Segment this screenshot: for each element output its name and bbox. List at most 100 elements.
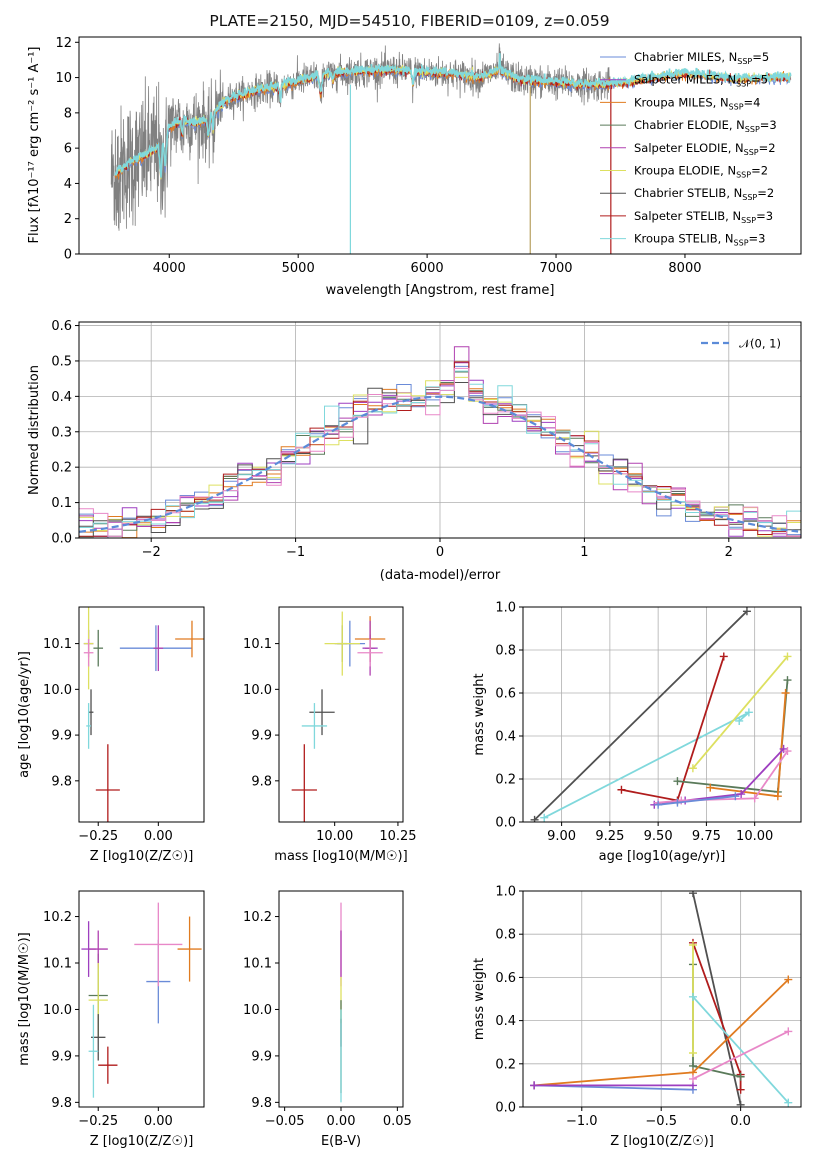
y-tick-label: 9.9 bbox=[251, 729, 272, 744]
errorbar-plot bbox=[83, 607, 204, 822]
y-axis-label: mass [log10(M/M☉)] bbox=[17, 932, 32, 1065]
x-tick-label: 9.00 bbox=[547, 829, 576, 844]
legend-label: Salpeter ELODIE, NSSP=2 bbox=[634, 141, 776, 157]
x-axis-label: mass [log10(M/M☉)] bbox=[274, 849, 407, 864]
weight-line bbox=[692, 655, 789, 769]
x-tick-label: 9.75 bbox=[692, 829, 721, 844]
weight-marker bbox=[781, 689, 790, 697]
model-spectrum-line bbox=[114, 59, 792, 175]
y-tick-label: 9.8 bbox=[251, 1096, 272, 1111]
axes-age_vs_mass: 10.00 10.25 9.8 9.9 10.0 10.1 mass [log10(M/M☉… bbox=[243, 606, 417, 864]
legend-label: Chabrier ELODIE, NSSP=3 bbox=[634, 118, 777, 134]
weight-line bbox=[710, 692, 787, 798]
weight-plot bbox=[530, 891, 793, 1107]
histogram-step bbox=[79, 370, 801, 537]
axes-frame bbox=[78, 36, 802, 255]
errorbar-plot bbox=[291, 611, 386, 822]
y-tick-label: 10.1 bbox=[243, 637, 272, 652]
weight-marker bbox=[744, 708, 753, 717]
spectrum-plot bbox=[110, 43, 792, 254]
y-tick-label: 0.4 bbox=[495, 1014, 516, 1029]
y-tick-label: 0.4 bbox=[51, 390, 72, 405]
x-tick-label: −1 bbox=[286, 545, 305, 560]
y-axis-label: age [log10(age/yr)] bbox=[17, 651, 32, 778]
errorbar-plot bbox=[81, 902, 202, 1098]
weight-marker bbox=[540, 813, 549, 822]
weight-marker bbox=[688, 1074, 697, 1083]
weight-marker bbox=[737, 790, 746, 799]
y-tick-label: 9.9 bbox=[51, 729, 72, 744]
weight-marker bbox=[530, 1081, 539, 1090]
y-tick-label: 8 bbox=[64, 106, 72, 121]
weight-marker bbox=[688, 891, 697, 898]
axes-weight_vs_Z: −1.0 −0.5 0.0 0.0 0.2 0.4 0.6 0.8 1.0 Z [log10(Z/… bbox=[472, 885, 802, 1149]
y-tick-label: 0.2 bbox=[495, 1057, 516, 1072]
x-tick-label: 9.25 bbox=[595, 829, 624, 844]
y-tick-label: 10.0 bbox=[43, 683, 72, 698]
y-tick-label: 1.0 bbox=[495, 885, 516, 900]
legend-label: Chabrier MILES, NSSP=5 bbox=[634, 50, 769, 66]
histogram-plot bbox=[79, 346, 801, 538]
weight-marker bbox=[736, 1072, 745, 1081]
y-tick-label: 9.9 bbox=[251, 1049, 272, 1064]
x-axis-label: E(B-V) bbox=[321, 1134, 361, 1149]
x-tick-label: 5000 bbox=[282, 261, 315, 276]
axes-frame bbox=[522, 890, 802, 1108]
axes-frame bbox=[278, 606, 404, 823]
weight-marker bbox=[706, 783, 715, 792]
weight-line bbox=[533, 610, 748, 821]
weight-marker bbox=[784, 975, 793, 984]
axes-mass_vs_EBV: −0.05 0.00 0.05 9.8 9.9 10.0 10.1 10.2 E(B-V) bbox=[243, 890, 412, 1149]
y-tick-label: 0.3 bbox=[51, 425, 72, 440]
weight-marker bbox=[719, 652, 728, 661]
legend-label: Chabrier STELIB, NSSP=2 bbox=[634, 186, 774, 202]
legend: Chabrier MILES, NSSP=5 Salpeter MILES, NS… bbox=[600, 50, 777, 248]
x-tick-label: 9.50 bbox=[644, 829, 673, 844]
y-axis-label: Flux [fλ10⁻¹⁷ erg cm⁻² s⁻¹ A⁻¹] bbox=[27, 47, 42, 244]
x-tick-label: 0 bbox=[436, 545, 444, 560]
y-tick-label: 10.0 bbox=[243, 683, 272, 698]
weight-marker bbox=[750, 794, 759, 803]
axes-weight_vs_age: 9.00 9.25 9.50 9.75 10.00 0.0 0.2 0.4 0.6 0.8 1.0 a… bbox=[472, 601, 802, 864]
y-tick-label: 0.4 bbox=[495, 730, 516, 745]
legend-label: Kroupa MILES, NSSP=4 bbox=[634, 95, 760, 111]
y-tick-label: 10.1 bbox=[243, 957, 272, 972]
y-tick-label: 9.8 bbox=[51, 774, 72, 789]
weight-marker bbox=[673, 798, 682, 807]
weight-marker bbox=[617, 785, 626, 794]
y-tick-label: 0.0 bbox=[495, 816, 516, 831]
y-axis-label: mass weight bbox=[472, 958, 487, 1040]
x-tick-label: 10.25 bbox=[379, 829, 416, 844]
y-tick-label: 0.1 bbox=[51, 496, 72, 511]
weight-marker bbox=[783, 747, 792, 756]
gaussian-curve bbox=[79, 395, 799, 533]
axes-spectrum: 4000 5000 6000 7000 8000 0 2 4 6 8 10 12 wavelength … bbox=[27, 36, 802, 298]
weight-line bbox=[654, 748, 785, 806]
y-axis-label: Normed distribution bbox=[27, 365, 42, 495]
weight-marker bbox=[736, 1085, 745, 1094]
weight-marker bbox=[688, 1049, 697, 1057]
x-tick-label: −0.25 bbox=[78, 1114, 118, 1129]
y-tick-label: 1.0 bbox=[495, 601, 516, 616]
y-tick-label: 10.2 bbox=[243, 910, 272, 925]
y-tick-label: 0.6 bbox=[495, 971, 516, 986]
weight-line bbox=[657, 795, 736, 806]
y-tick-label: 9.8 bbox=[51, 1096, 72, 1111]
x-tick-label: 0.05 bbox=[383, 1114, 412, 1129]
y-tick-label: 10.2 bbox=[43, 910, 72, 925]
x-tick-label: 4000 bbox=[153, 261, 186, 276]
weight-line bbox=[658, 750, 789, 804]
x-tick-label: 1 bbox=[580, 545, 588, 560]
y-tick-label: 10.0 bbox=[43, 1003, 72, 1018]
weight-marker bbox=[688, 941, 697, 949]
y-tick-label: 12 bbox=[55, 36, 72, 51]
x-tick-label: 0.00 bbox=[327, 1114, 356, 1129]
x-tick-label: −1.0 bbox=[566, 1114, 598, 1129]
weight-line bbox=[543, 711, 750, 819]
x-tick-label: −0.25 bbox=[78, 829, 118, 844]
x-axis-label: Z [log10(Z/Z☉)] bbox=[610, 1134, 714, 1149]
legend-label: Salpeter STELIB, NSSP=3 bbox=[634, 209, 773, 225]
x-tick-label: 6000 bbox=[411, 261, 444, 276]
legend-label: Kroupa ELODIE, NSSP=2 bbox=[634, 164, 768, 180]
weight-marker bbox=[742, 607, 751, 616]
